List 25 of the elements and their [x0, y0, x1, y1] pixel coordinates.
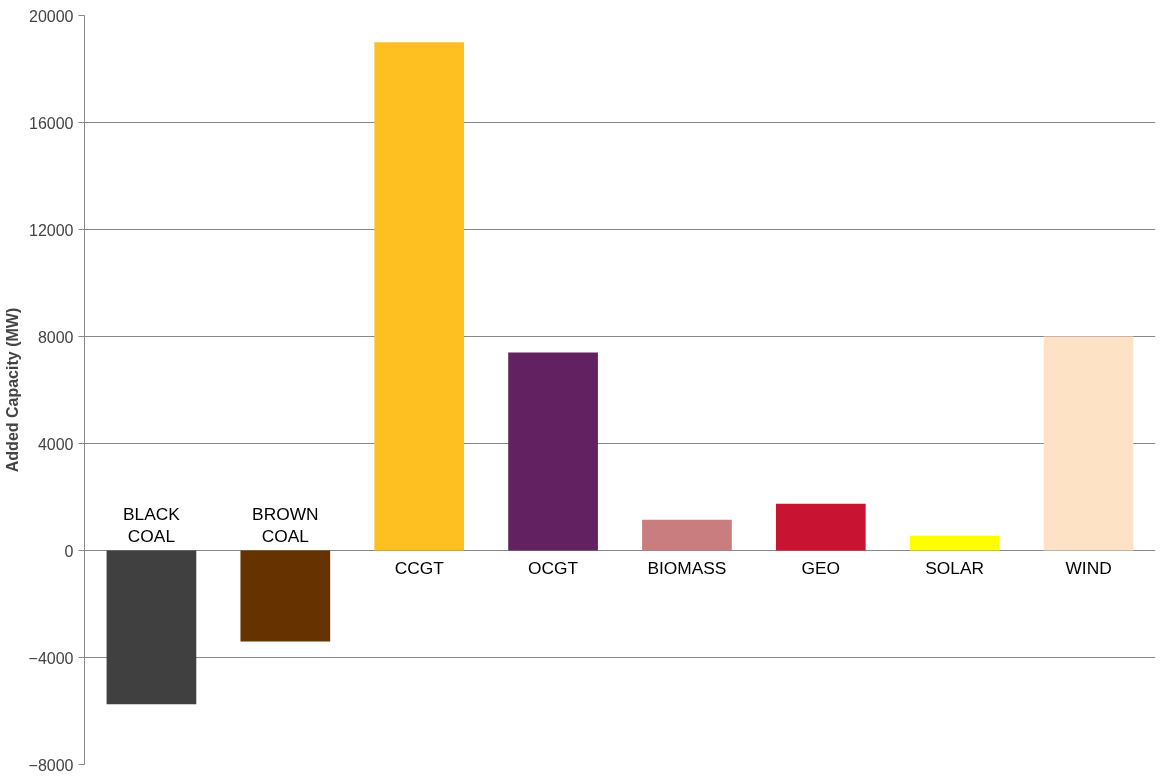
x-tick-label: WIND: [1065, 557, 1112, 578]
x-tick-label: CCGT: [394, 557, 445, 578]
x-tick-label: BIOMASS: [647, 557, 727, 578]
bar: [374, 42, 465, 551]
x-tick-label: GEO: [801, 557, 841, 578]
x-tick-label: SOLAR: [925, 557, 985, 578]
bar: [240, 550, 331, 642]
y-tick-label: −4000: [28, 649, 74, 667]
y-tick-label: 16000: [29, 114, 74, 132]
y-axis-title: Added Capacity (MW): [3, 307, 21, 473]
y-tick-label: 0: [64, 542, 74, 560]
y-tick-label: 20000: [29, 7, 74, 25]
y-tick-label: 8000: [37, 328, 74, 346]
y-tick-label: 4000: [37, 435, 74, 453]
x-tick-label: BROWN COAL: [252, 503, 319, 546]
y-tick-label: −8000: [28, 756, 74, 774]
bar: [106, 550, 197, 705]
bar: [909, 535, 1000, 551]
y-tick-label: 12000: [29, 221, 74, 239]
bar: [1043, 336, 1134, 551]
x-tick-label: OCGT: [528, 557, 579, 578]
x-tick-label: BLACK COAL: [123, 503, 181, 546]
bar: [775, 503, 866, 551]
bar: [642, 519, 732, 551]
bar: [508, 352, 598, 551]
